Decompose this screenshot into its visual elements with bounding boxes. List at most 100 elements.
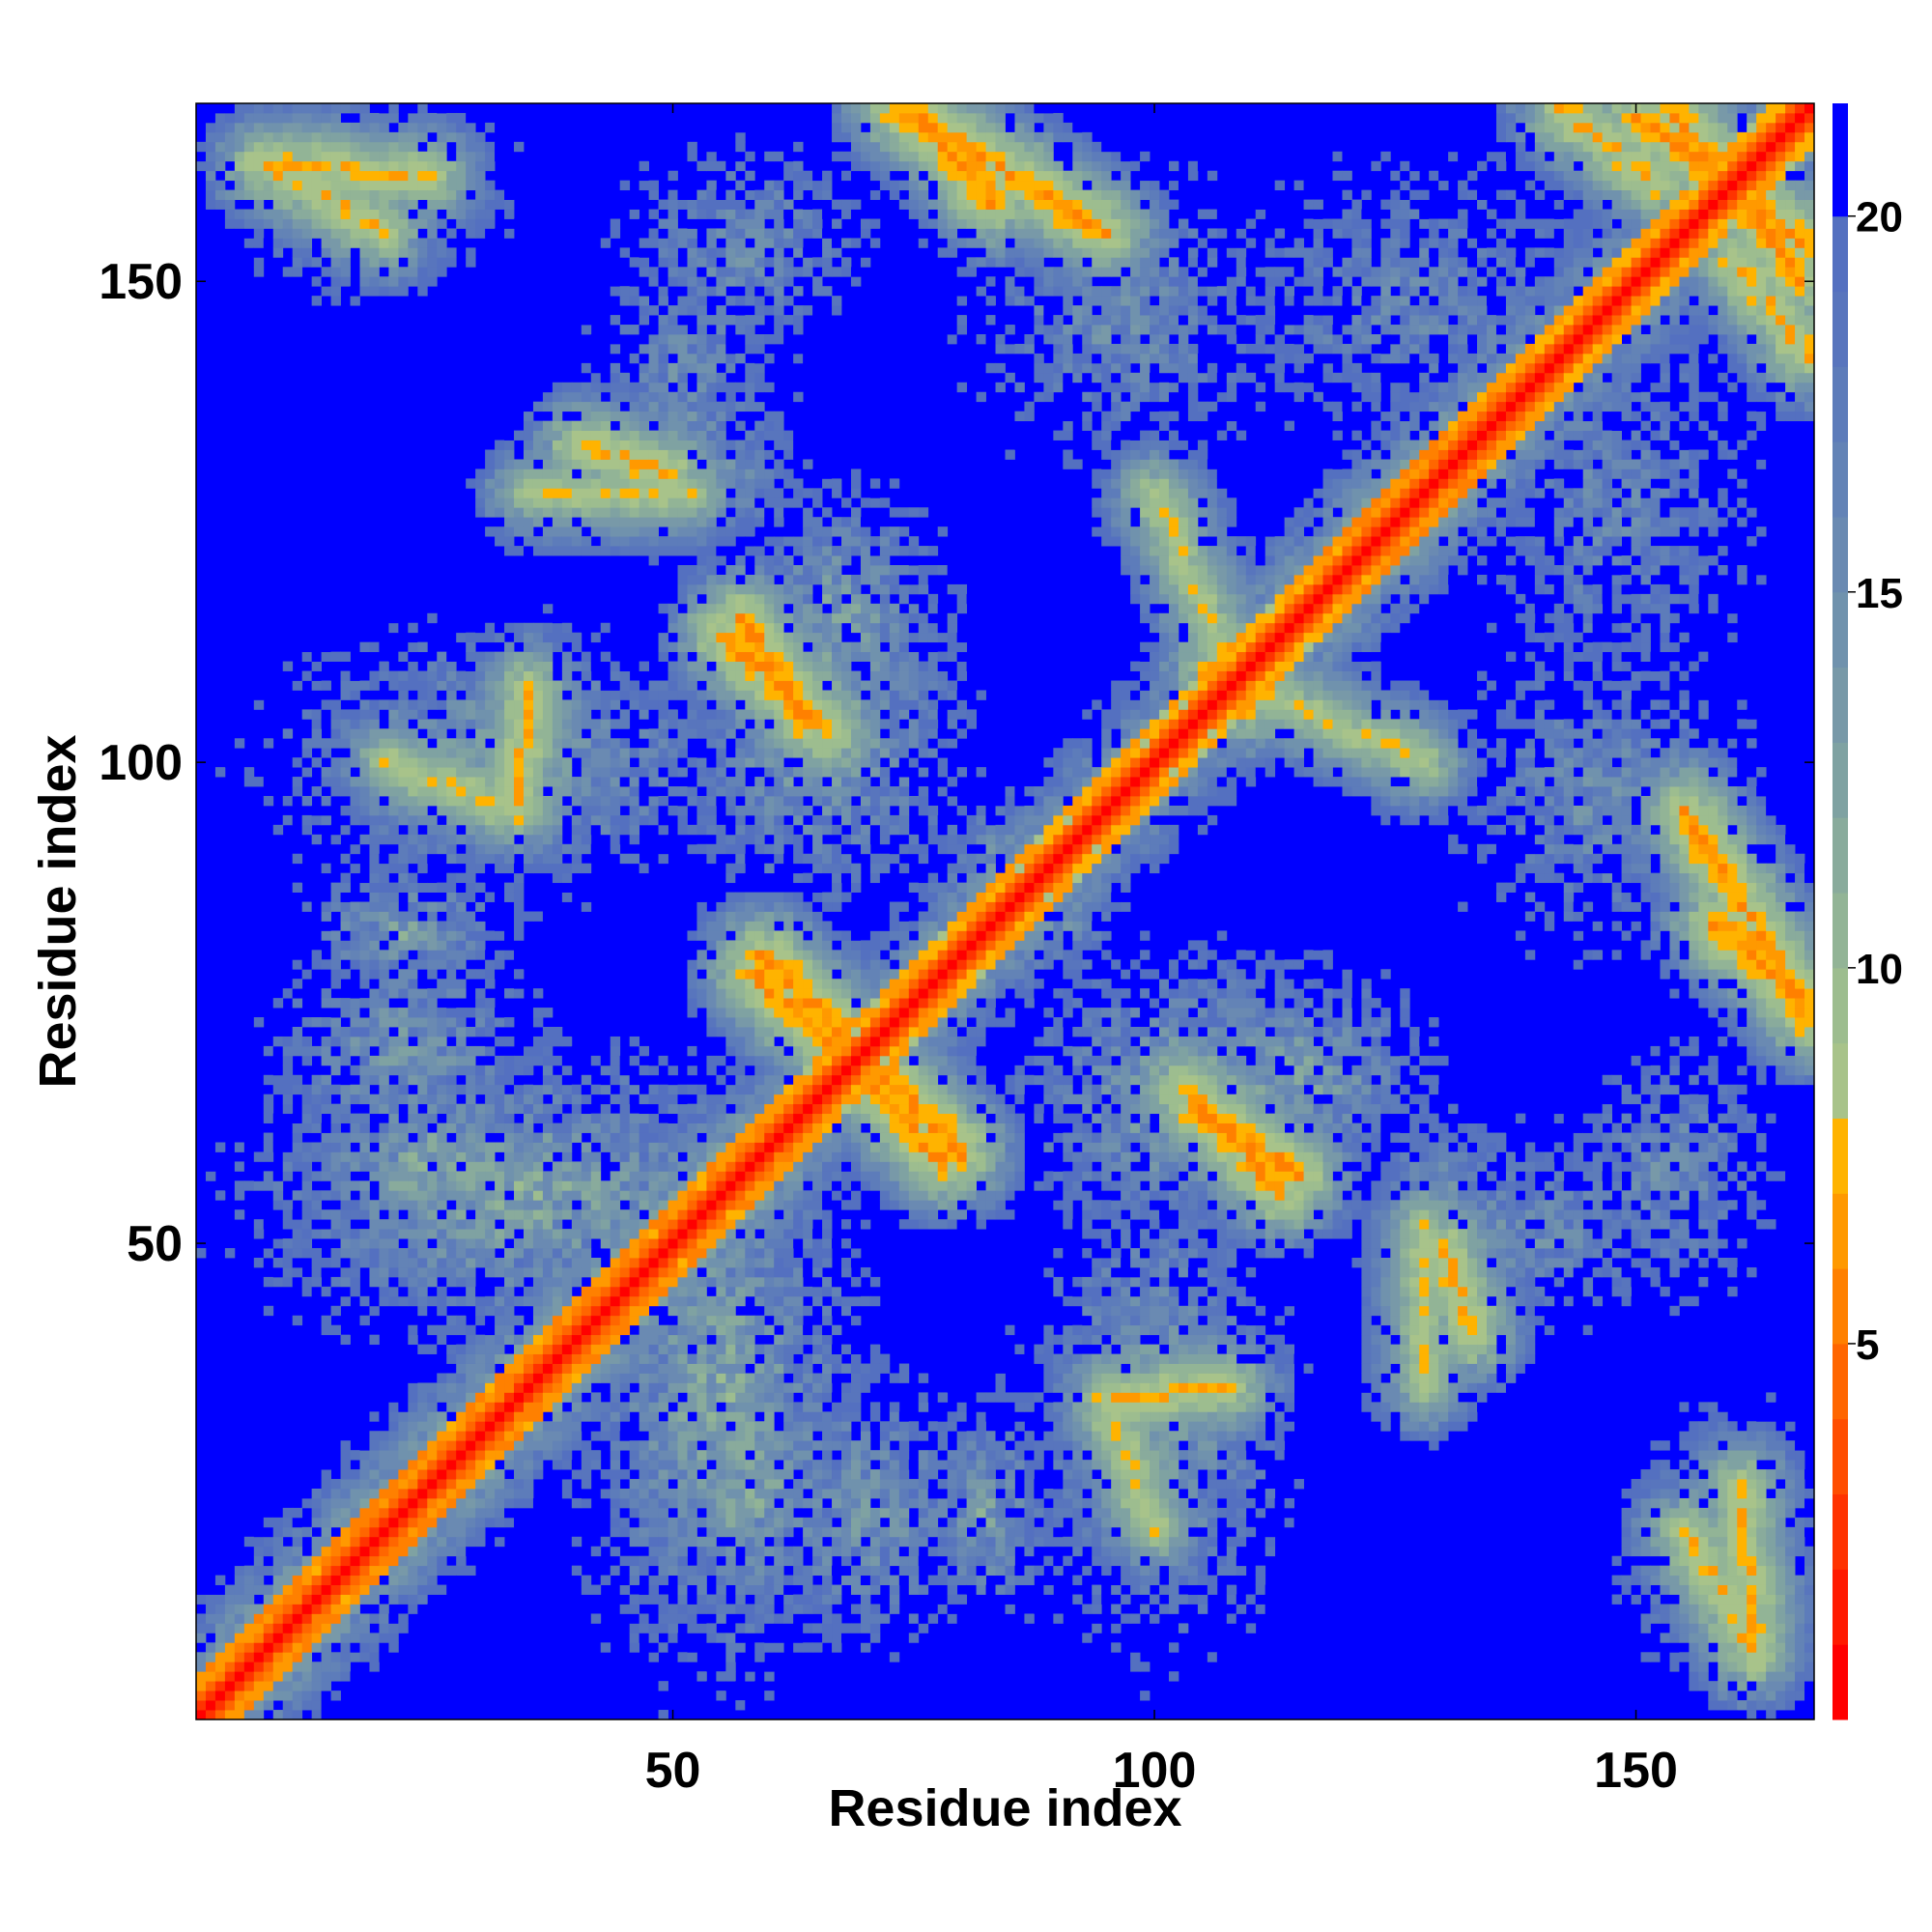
heatmap-cell xyxy=(446,1084,457,1095)
heatmap-cell xyxy=(687,777,697,787)
heatmap-cell xyxy=(446,1421,457,1432)
heatmap-cell xyxy=(639,1411,649,1422)
heatmap-cell xyxy=(475,843,486,855)
heatmap-cell xyxy=(446,1497,457,1509)
heatmap-cell xyxy=(301,651,313,662)
heatmap-cell xyxy=(696,218,707,229)
heatmap-cell xyxy=(350,1565,360,1577)
heatmap-cell xyxy=(600,1074,611,1086)
heatmap-cell xyxy=(340,1266,351,1278)
heatmap-cell xyxy=(408,1074,418,1086)
heatmap-cell xyxy=(696,1045,707,1057)
heatmap-cell xyxy=(629,1555,640,1567)
heatmap-cell xyxy=(542,834,554,845)
heatmap-cell xyxy=(340,1334,351,1346)
heatmap-cell xyxy=(619,661,631,671)
heatmap-cell xyxy=(629,296,640,306)
heatmap-cell xyxy=(350,911,360,922)
heatmap-cell xyxy=(668,1633,678,1643)
heatmap-cell xyxy=(224,1594,236,1605)
heatmap-cell xyxy=(716,998,726,1009)
heatmap-cell xyxy=(677,565,688,576)
heatmap-cell xyxy=(301,1623,313,1634)
heatmap-cell xyxy=(581,670,592,681)
heatmap-cell xyxy=(340,1045,351,1057)
heatmap-cell xyxy=(648,738,659,749)
heatmap-cell xyxy=(437,1546,447,1557)
heatmap-cell xyxy=(321,796,331,807)
heatmap-cell xyxy=(504,1103,515,1115)
heatmap-cell xyxy=(716,353,726,364)
heatmap-cell xyxy=(495,1190,505,1201)
heatmap-cell xyxy=(658,583,668,595)
heatmap-cell xyxy=(504,1151,515,1162)
heatmap-cell xyxy=(282,151,294,162)
heatmap-cell xyxy=(379,1122,389,1133)
heatmap-cell xyxy=(619,1517,631,1528)
heatmap-cell xyxy=(561,1315,573,1326)
heatmap-cell xyxy=(532,1258,544,1268)
heatmap-cell xyxy=(677,632,688,643)
heatmap-cell xyxy=(706,824,717,836)
heatmap-cell xyxy=(437,1411,447,1422)
heatmap-cell xyxy=(687,1594,697,1605)
heatmap-cell xyxy=(495,892,505,902)
heatmap-cell xyxy=(629,1642,640,1653)
heatmap-cell xyxy=(523,469,534,479)
heatmap-cell xyxy=(234,209,245,219)
heatmap-cell xyxy=(706,1132,717,1143)
heatmap-cell xyxy=(716,536,726,547)
heatmap-cell xyxy=(446,247,457,258)
heatmap-cell xyxy=(408,1402,418,1412)
heatmap-cell xyxy=(379,247,389,258)
heatmap-cell xyxy=(648,863,659,874)
heatmap-cell xyxy=(581,1171,592,1181)
heatmap-cell xyxy=(687,1431,697,1441)
heatmap-cell xyxy=(648,228,659,239)
heatmap-cell xyxy=(446,853,457,865)
heatmap-cell xyxy=(446,786,457,797)
heatmap-cell xyxy=(301,1151,313,1162)
heatmap-cell xyxy=(388,131,399,143)
heatmap-cell xyxy=(456,1027,467,1037)
heatmap-cell xyxy=(408,1411,418,1422)
heatmap-cell xyxy=(581,1382,592,1393)
heatmap-cell xyxy=(340,1074,351,1086)
heatmap-cell xyxy=(504,497,515,508)
heatmap-cell xyxy=(639,1623,649,1634)
heatmap-cell xyxy=(475,199,486,210)
heatmap-cell xyxy=(321,863,331,874)
heatmap-cell xyxy=(311,180,323,191)
heatmap-cell xyxy=(648,305,659,316)
heatmap-cell xyxy=(359,257,370,268)
heatmap-cell xyxy=(437,1027,447,1037)
heatmap-cell xyxy=(542,593,554,605)
heatmap-cell xyxy=(350,1258,360,1268)
heatmap-cell xyxy=(466,1507,476,1519)
heatmap-cell xyxy=(495,1373,505,1383)
heatmap-cell xyxy=(696,1623,707,1634)
heatmap-cell xyxy=(196,1700,207,1711)
heatmap-cell xyxy=(243,1642,255,1653)
heatmap-cell xyxy=(388,603,399,614)
heatmap-cell xyxy=(677,786,688,797)
heatmap-cell xyxy=(369,276,380,287)
heatmap-cell xyxy=(648,536,659,547)
heatmap-cell xyxy=(456,979,467,989)
heatmap-cell xyxy=(716,1171,726,1181)
heatmap-cell xyxy=(581,1200,592,1210)
heatmap-cell xyxy=(263,1565,274,1577)
heatmap-cell xyxy=(417,843,428,855)
heatmap-cell xyxy=(658,160,668,172)
heatmap-cell xyxy=(340,199,351,210)
heatmap-cell xyxy=(263,1094,274,1105)
heatmap-cell xyxy=(677,507,688,518)
heatmap-cell xyxy=(696,1555,707,1567)
heatmap-cell xyxy=(475,814,486,826)
heatmap-cell xyxy=(466,1084,476,1095)
heatmap-cell xyxy=(263,1276,274,1288)
heatmap-cell xyxy=(590,1546,602,1557)
heatmap-cell xyxy=(696,209,707,219)
heatmap-cell xyxy=(224,131,236,143)
heatmap-cell xyxy=(330,940,341,951)
